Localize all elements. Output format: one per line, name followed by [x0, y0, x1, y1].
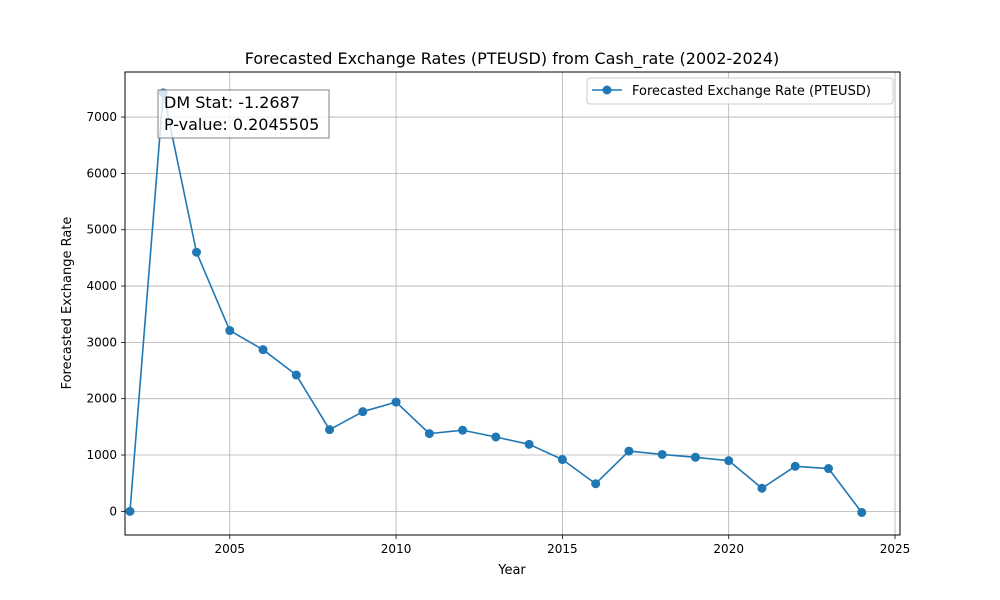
- data-point: [358, 407, 368, 417]
- data-point: [491, 432, 501, 442]
- y-tick-label: 5000: [86, 223, 117, 237]
- data-point: [291, 370, 301, 380]
- data-point: [258, 345, 268, 355]
- data-point: [624, 446, 634, 456]
- legend-label: Forecasted Exchange Rate (PTEUSD): [632, 84, 871, 99]
- x-tick-label: 2015: [547, 542, 578, 556]
- data-point: [391, 397, 401, 407]
- y-tick-label: 4000: [86, 279, 117, 293]
- dm-stat-text: DM Stat: -1.2687: [164, 93, 300, 112]
- data-point: [192, 247, 202, 257]
- y-axis-ticks: 0 1000 2000 3000 4000 5000 6000 7000: [86, 110, 125, 518]
- y-tick-label: 0: [109, 504, 117, 518]
- legend: Forecasted Exchange Rate (PTEUSD): [586, 77, 894, 105]
- data-point: [125, 506, 135, 516]
- p-value-text: P-value: 0.2045505: [164, 115, 319, 134]
- y-axis-label: Forecasted Exchange Rate: [60, 217, 75, 390]
- data-point: [557, 455, 567, 465]
- y-tick-label: 2000: [86, 392, 117, 406]
- data-point: [790, 461, 800, 471]
- data-point: [458, 425, 468, 435]
- data-point: [657, 449, 667, 459]
- x-axis-label: Year: [497, 563, 526, 578]
- annotation-frame: [157, 89, 330, 139]
- plot-frame: [124, 71, 901, 536]
- data-point: [591, 479, 601, 489]
- data-point: [690, 452, 700, 462]
- y-tick-label: 1000: [86, 448, 117, 462]
- x-tick-label: 2020: [713, 542, 744, 556]
- data-point: [724, 456, 734, 466]
- x-tick-label: 2010: [381, 542, 412, 556]
- legend-marker-swatch: [602, 85, 612, 95]
- data-point: [823, 464, 833, 474]
- legend-frame: [586, 77, 894, 105]
- y-tick-label: 7000: [86, 110, 117, 124]
- x-tick-label: 2005: [215, 542, 246, 556]
- grid: [125, 72, 900, 535]
- data-point: [857, 507, 867, 517]
- annotation-box: DM Stat: -1.2687 P-value: 0.2045505: [157, 89, 330, 139]
- y-tick-label: 6000: [86, 166, 117, 180]
- data-point: [424, 429, 434, 439]
- y-tick-label: 3000: [86, 335, 117, 349]
- x-tick-label: 2025: [880, 542, 911, 556]
- data-point: [325, 425, 335, 435]
- series-layer: [125, 88, 867, 517]
- x-axis-ticks: 2005 2010 2015 2020 2025: [215, 535, 911, 556]
- data-point: [524, 439, 534, 449]
- data-point: [225, 326, 235, 336]
- chart-title: Forecasted Exchange Rates (PTEUSD) from …: [245, 49, 780, 69]
- data-point: [757, 483, 767, 493]
